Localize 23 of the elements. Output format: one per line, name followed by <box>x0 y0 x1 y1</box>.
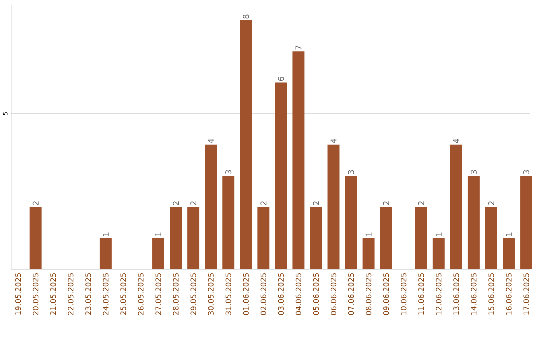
bar <box>345 176 358 270</box>
bar <box>415 207 428 270</box>
bar <box>30 207 42 270</box>
bar <box>432 238 445 270</box>
bar <box>258 207 270 270</box>
bar <box>520 176 533 270</box>
bar <box>205 144 218 270</box>
bar <box>275 82 288 270</box>
bar <box>485 207 498 270</box>
bar <box>240 20 252 270</box>
bar <box>100 238 112 270</box>
bar <box>152 238 164 270</box>
bar <box>292 52 305 270</box>
bar <box>503 238 515 270</box>
bar <box>310 207 322 270</box>
bar <box>380 207 392 270</box>
bar <box>222 176 235 270</box>
bar <box>188 207 200 270</box>
bar <box>468 176 480 270</box>
bar <box>450 144 462 270</box>
bar <box>170 207 182 270</box>
bar <box>328 144 340 270</box>
bar <box>362 238 375 270</box>
